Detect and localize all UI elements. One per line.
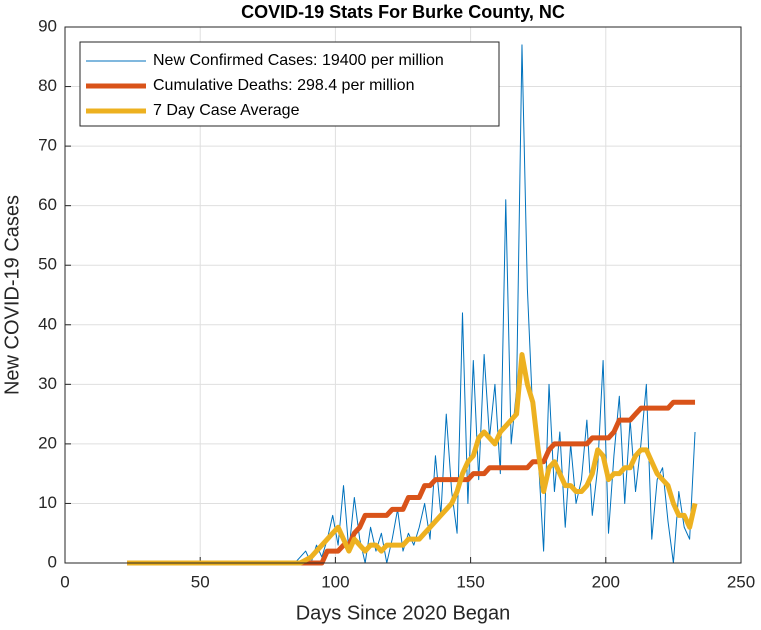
legend-label: New Confirmed Cases: 19400 per million <box>153 52 444 69</box>
legend-label: Cumulative Deaths: 298.4 per million <box>153 77 414 94</box>
y-axis-label: New COVID-19 Cases <box>1 195 23 395</box>
x-tick-label: 200 <box>592 572 620 591</box>
y-tick-label: 0 <box>48 552 57 571</box>
y-tick-label: 10 <box>38 493 57 512</box>
y-tick-label: 60 <box>38 195 57 214</box>
legend-box <box>79 41 500 127</box>
x-tick-label: 50 <box>191 572 210 591</box>
x-tick-label: 250 <box>727 572 755 591</box>
x-axis-label: Days Since 2020 Began <box>296 602 511 624</box>
y-tick-label: 40 <box>38 314 57 333</box>
x-tick-label: 0 <box>60 572 69 591</box>
legend-label: 7 Day Case Average <box>153 102 300 119</box>
plot-border <box>64 26 742 564</box>
y-tick-label: 30 <box>38 374 57 393</box>
y-tick-label: 50 <box>38 255 57 274</box>
y-tick-label: 90 <box>38 16 57 35</box>
y-tick-label: 20 <box>38 433 57 452</box>
chart-title: COVID-19 Stats For Burke County, NC <box>241 2 565 22</box>
x-tick-label: 100 <box>321 572 349 591</box>
y-tick-label: 80 <box>38 76 57 95</box>
x-tick-label: 150 <box>456 572 484 591</box>
y-tick-label: 70 <box>38 136 57 155</box>
legend: New Confirmed Cases: 19400 per million Cu… <box>79 41 500 127</box>
